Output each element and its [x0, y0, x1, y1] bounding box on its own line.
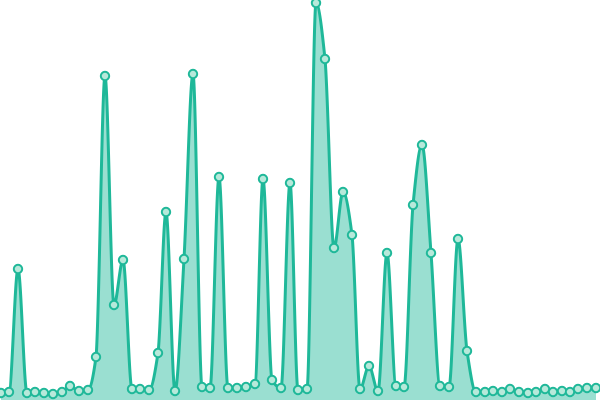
- data-point-marker: [160, 206, 172, 218]
- data-point-marker: [12, 263, 24, 275]
- area-fill: [1, 3, 596, 400]
- data-point-marker: [354, 383, 366, 395]
- data-point-marker: [240, 381, 252, 393]
- data-point-marker: [99, 70, 111, 82]
- data-point-marker: [47, 388, 59, 400]
- data-point-marker: [581, 382, 593, 394]
- data-point-marker: [470, 386, 482, 398]
- data-point-marker: [134, 383, 146, 395]
- data-point-marker: [443, 381, 455, 393]
- data-point-marker: [266, 374, 278, 386]
- data-point-marker: [29, 386, 41, 398]
- data-point-marker: [372, 385, 384, 397]
- data-point-marker: [143, 384, 155, 396]
- data-point-marker: [530, 386, 542, 398]
- data-point-marker: [82, 384, 94, 396]
- data-point-marker: [38, 387, 50, 399]
- data-point-marker: [292, 384, 304, 396]
- data-point-marker: [73, 385, 85, 397]
- data-point-marker: [547, 386, 559, 398]
- data-point-marker: [452, 233, 464, 245]
- data-point-marker: [513, 386, 525, 398]
- data-point-marker: [572, 383, 584, 395]
- data-point-marker: [231, 382, 243, 394]
- data-point-marker: [363, 360, 375, 372]
- data-point-marker: [407, 199, 419, 211]
- data-point-marker: [3, 386, 15, 398]
- data-point-marker: [204, 382, 216, 394]
- data-point-marker: [461, 345, 473, 357]
- data-point-marker: [257, 173, 269, 185]
- data-point-marker: [117, 254, 129, 266]
- data-point-marker: [416, 139, 428, 151]
- data-point-marker: [187, 68, 199, 80]
- data-point-marker: [213, 171, 225, 183]
- data-point-marker: [504, 383, 516, 395]
- data-point-marker: [249, 378, 261, 390]
- data-point-marker: [56, 386, 68, 398]
- data-point-marker: [310, 0, 322, 9]
- data-point-marker: [381, 247, 393, 259]
- data-point-marker: [328, 242, 340, 254]
- data-point-marker: [284, 177, 296, 189]
- data-point-marker: [178, 253, 190, 265]
- data-point-marker: [64, 380, 76, 392]
- data-point-marker: [301, 383, 313, 395]
- data-point-marker: [398, 381, 410, 393]
- data-point-marker: [487, 385, 499, 397]
- data-point-marker: [319, 53, 331, 65]
- data-point-marker: [222, 382, 234, 394]
- data-point-marker: [434, 380, 446, 392]
- data-point-marker: [108, 299, 120, 311]
- data-point-marker: [590, 382, 600, 394]
- data-point-marker: [425, 247, 437, 259]
- data-point-marker: [90, 351, 102, 363]
- data-point-marker: [337, 186, 349, 198]
- data-point-marker: [169, 385, 181, 397]
- data-point-marker: [152, 347, 164, 359]
- data-point-marker: [275, 382, 287, 394]
- data-point-marker: [346, 229, 358, 241]
